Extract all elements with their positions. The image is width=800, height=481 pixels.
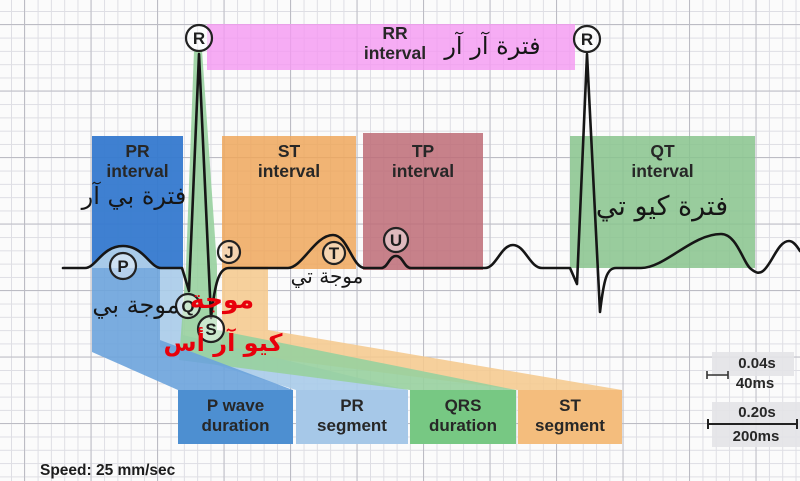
- r1-marker-letter: R: [193, 29, 205, 48]
- p-wave-duration-label: P wave duration: [178, 396, 293, 436]
- rr-interval-arabic: فترة آر آر: [444, 32, 541, 60]
- st-segment-label: ST segment: [518, 396, 622, 436]
- rr-interval-label: RR interval: [345, 23, 445, 63]
- duration-boxes: [178, 390, 622, 444]
- p-wave-duration-box: [178, 390, 293, 444]
- pr-interval-label: PR interval: [92, 141, 183, 181]
- small-scale-seconds: 0.04s: [738, 355, 776, 372]
- st-interval-line1: ST: [277, 141, 301, 161]
- ecg-trace: [61, 52, 800, 320]
- tp-interval-line1: TP: [411, 141, 435, 161]
- large-scale-ms: 200ms: [732, 428, 780, 445]
- st-interval-box: [222, 136, 356, 269]
- qrs-band-ribbon: [179, 50, 516, 390]
- ribbons: [92, 50, 622, 390]
- p-marker-circle: [108, 251, 138, 281]
- qrs-wave-arabic-line2: كيو آر أس: [163, 329, 283, 357]
- r2-marker-circle: [572, 24, 602, 54]
- qrs-duration-box: [410, 390, 516, 444]
- qt-interval-label: QT interval: [570, 141, 755, 181]
- rr-interval-line1: RR: [382, 23, 408, 43]
- qt-interval-line2: interval: [631, 161, 694, 181]
- small-scale-tick: [706, 371, 729, 379]
- large-scale-tick: [707, 419, 798, 429]
- st-interval-label: ST interval: [222, 141, 356, 181]
- t-marker-letter: T: [329, 244, 340, 263]
- qrs-duration-line2: duration: [429, 416, 497, 435]
- qrs-duration-line1: QRS: [444, 396, 482, 415]
- wave-markers: R R P Q S J T U: [108, 23, 602, 344]
- pr-segment-line2: segment: [317, 416, 387, 435]
- speed-note: Speed: 25 mm/sec: [40, 462, 176, 479]
- u-marker-letter: U: [390, 231, 402, 250]
- t-wave-arabic: موجة تي: [290, 264, 364, 288]
- st-interval-line2: interval: [257, 161, 321, 181]
- st-segment-line2: segment: [535, 416, 605, 435]
- q-marker-letter: Q: [181, 297, 194, 316]
- p-wave-duration-line1: P wave: [206, 396, 265, 415]
- tp-interval-box: [363, 133, 483, 270]
- pr-segment-label: PR segment: [296, 396, 408, 436]
- p-wave-duration-line2: duration: [201, 416, 270, 435]
- pr-segment-line1: PR: [340, 396, 364, 415]
- p-marker-letter: P: [117, 257, 128, 276]
- small-scale-bg: [712, 352, 794, 376]
- pr-interval-arabic: فترة بي آر: [81, 182, 187, 210]
- j-marker-letter: J: [224, 243, 233, 262]
- r2-marker-letter: R: [581, 30, 593, 49]
- u-marker-circle: [382, 226, 410, 254]
- s-marker-letter: S: [205, 320, 216, 339]
- time-scale-legend: [706, 352, 800, 447]
- qt-interval-box: [570, 136, 755, 268]
- large-scale-seconds: 0.20s: [738, 404, 776, 421]
- p-wave-ribbon: [92, 266, 293, 390]
- st-segment-box: [518, 390, 622, 444]
- st-segment-line1: ST: [559, 396, 581, 415]
- pr-segment-box: [296, 390, 408, 444]
- tp-interval-label: TP interval: [363, 141, 483, 181]
- r1-marker-circle: [184, 23, 214, 53]
- qrs-wave-arabic-line1: موجة: [189, 285, 255, 314]
- qrs-duration-label: QRS duration: [410, 396, 516, 436]
- q-marker-circle: [174, 292, 202, 320]
- qt-interval-arabic: فترة كيو تي: [595, 191, 729, 222]
- s-marker-circle: [196, 314, 226, 344]
- tp-interval-line2: interval: [391, 161, 455, 181]
- p-wave-underfill: [85, 246, 161, 268]
- rr-interval-line2: interval: [363, 43, 427, 63]
- p-wave-arabic: موجة بي: [92, 291, 180, 319]
- pr-interval-line1: PR: [125, 141, 150, 161]
- pr-interval-line2: interval: [106, 161, 169, 181]
- qt-interval-line1: QT: [650, 141, 675, 161]
- pr-interval-box: [92, 136, 183, 268]
- interval-boxes: [85, 24, 755, 270]
- rr-interval-band: [207, 24, 575, 70]
- t-marker-circle: [321, 240, 347, 266]
- small-scale-ms: 40ms: [735, 375, 775, 392]
- j-marker-circle: [216, 239, 242, 265]
